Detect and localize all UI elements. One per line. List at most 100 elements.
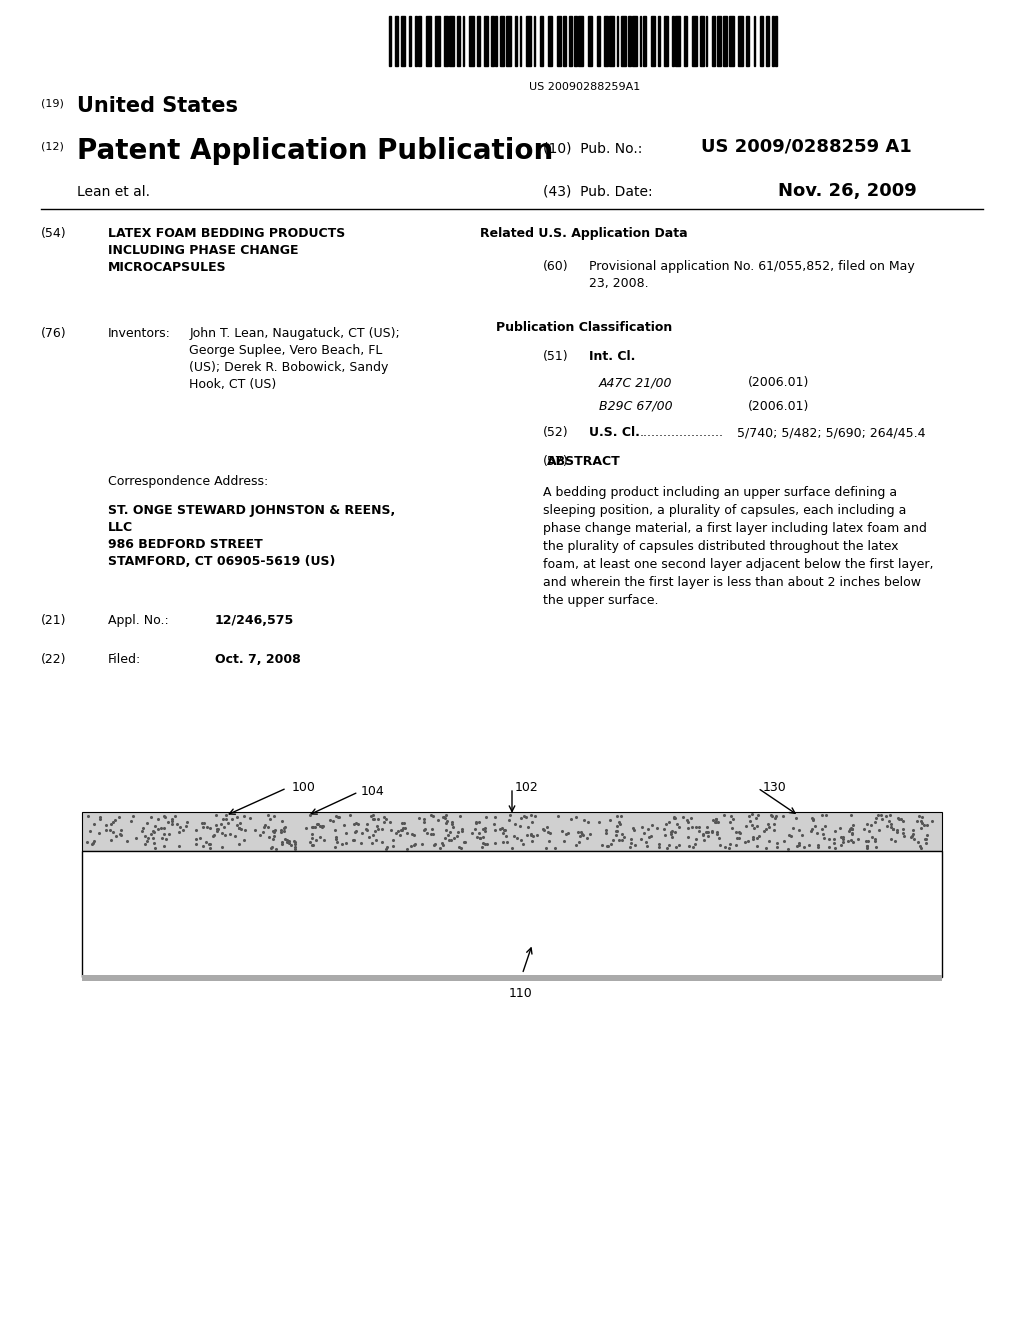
Point xyxy=(717,837,733,858)
Point xyxy=(788,808,805,829)
Point xyxy=(119,830,135,851)
Point xyxy=(102,830,119,851)
Point xyxy=(327,836,343,857)
Point xyxy=(571,826,588,847)
Bar xyxy=(469,16,474,66)
Point xyxy=(622,837,638,858)
Point xyxy=(868,808,885,829)
Point xyxy=(515,834,531,855)
Point xyxy=(731,828,748,849)
Point xyxy=(599,836,615,857)
Point xyxy=(687,816,703,837)
Point xyxy=(134,817,151,838)
Point xyxy=(378,809,394,830)
Point xyxy=(643,825,659,846)
Point xyxy=(815,824,831,845)
Point xyxy=(807,814,823,836)
Point xyxy=(264,836,281,857)
Point xyxy=(310,813,327,834)
Point xyxy=(443,830,460,851)
Point xyxy=(487,807,504,828)
Point xyxy=(826,837,843,858)
Point xyxy=(432,838,449,859)
Point xyxy=(895,810,911,832)
Point xyxy=(213,836,229,857)
Point xyxy=(697,821,714,842)
Point xyxy=(803,821,819,842)
Point xyxy=(198,832,214,853)
Point xyxy=(376,812,392,833)
Point xyxy=(374,832,390,853)
Point xyxy=(744,826,761,847)
Point xyxy=(468,812,484,833)
Point xyxy=(370,809,386,830)
Bar xyxy=(643,16,646,66)
Bar xyxy=(723,16,727,66)
Point xyxy=(236,807,252,828)
Point xyxy=(649,817,666,838)
Point xyxy=(368,821,384,842)
Point xyxy=(866,830,883,851)
Text: LATEX FOAM BEDDING PRODUCTS
INCLUDING PHASE CHANGE
MICROCAPSULES: LATEX FOAM BEDDING PRODUCTS INCLUDING PH… xyxy=(108,227,345,275)
Point xyxy=(873,805,890,826)
Point xyxy=(918,829,934,850)
Point xyxy=(365,824,381,845)
Point xyxy=(664,821,680,842)
Point xyxy=(471,812,487,833)
Text: A bedding product including an upper surface defining a
sleeping position, a plu: A bedding product including an upper sur… xyxy=(543,486,933,607)
Bar xyxy=(569,16,572,66)
Point xyxy=(912,817,929,838)
Point xyxy=(424,818,440,840)
Point xyxy=(144,828,161,849)
Point xyxy=(426,834,442,855)
Point xyxy=(475,826,492,847)
Point xyxy=(914,812,931,833)
Point xyxy=(612,813,629,834)
Point xyxy=(671,817,687,838)
Point xyxy=(472,828,488,849)
Point xyxy=(252,824,268,845)
Bar xyxy=(82,851,942,977)
Point xyxy=(314,814,331,836)
Point xyxy=(492,818,508,840)
Point xyxy=(658,813,675,834)
Point xyxy=(347,813,364,834)
Point xyxy=(760,813,776,834)
Point xyxy=(80,805,96,826)
Point xyxy=(814,818,830,840)
Point xyxy=(265,821,282,842)
Point xyxy=(394,812,411,833)
Point xyxy=(641,826,657,847)
Bar xyxy=(401,16,404,66)
Text: ST. ONGE STEWARD JOHNSTON & REENS,
LLC
986 BEDFORD STREET
STAMFORD, CT 06905-561: ST. ONGE STEWARD JOHNSTON & REENS, LLC 9… xyxy=(108,504,395,568)
Point xyxy=(417,818,433,840)
Point xyxy=(279,832,295,853)
Text: (51): (51) xyxy=(543,350,568,363)
Point xyxy=(156,805,172,826)
Point xyxy=(560,822,577,843)
Bar xyxy=(419,16,422,66)
Point xyxy=(919,824,935,845)
Point xyxy=(280,830,296,851)
Point xyxy=(615,826,632,847)
Point xyxy=(209,820,225,841)
Point xyxy=(597,822,613,843)
Point xyxy=(206,825,222,846)
Point xyxy=(716,804,732,825)
Point xyxy=(861,820,878,841)
Point xyxy=(273,822,290,843)
Point xyxy=(133,820,150,841)
Bar xyxy=(640,16,641,66)
Point xyxy=(570,832,587,853)
Point xyxy=(304,828,321,849)
Point xyxy=(891,808,907,829)
Point xyxy=(123,810,139,832)
Point xyxy=(844,822,860,843)
Bar xyxy=(444,16,447,66)
Point xyxy=(512,816,528,837)
Point xyxy=(438,820,455,841)
Point xyxy=(708,809,724,830)
Bar xyxy=(410,16,411,66)
Bar xyxy=(426,16,431,66)
Point xyxy=(104,810,121,832)
